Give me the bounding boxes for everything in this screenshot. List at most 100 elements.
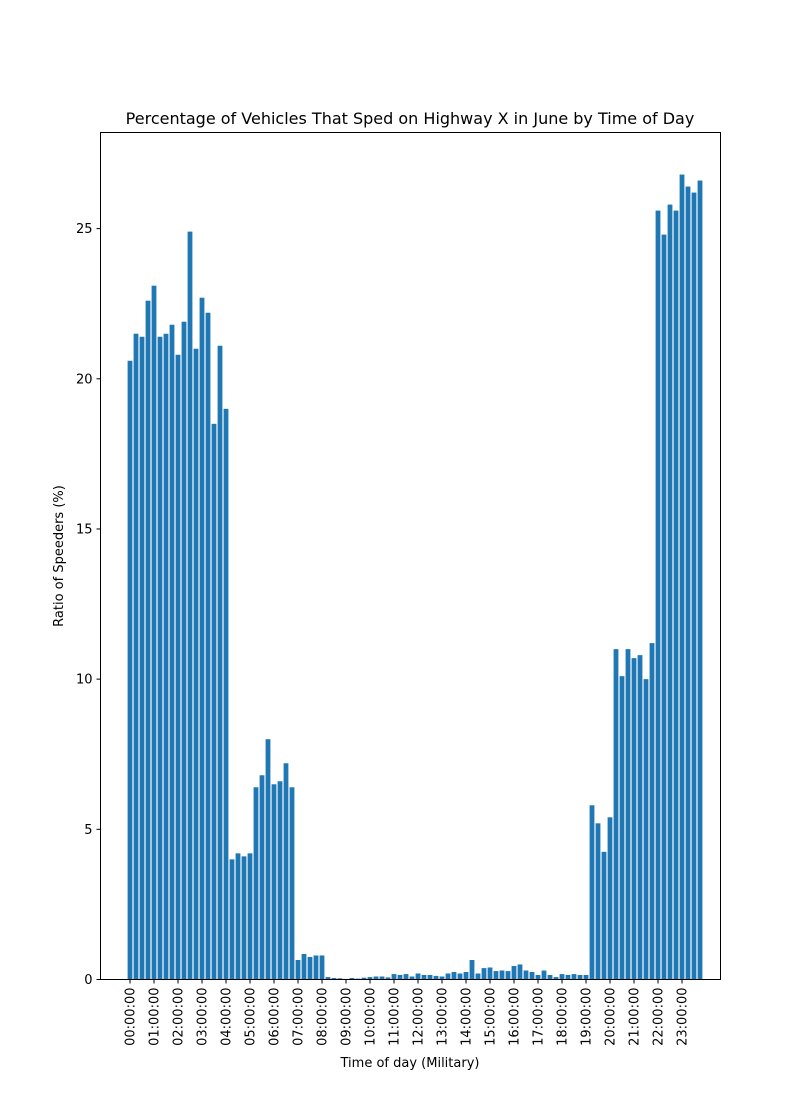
x-tick-label: 15:00:00 [484,988,499,1046]
bar [217,345,223,980]
bar [607,817,613,980]
bar [493,971,499,980]
y-tick-label: 20 [76,372,93,387]
bar [679,174,685,980]
bar [601,851,607,980]
bar [505,971,511,980]
bar [181,321,187,980]
bar [529,971,535,980]
bar [511,965,517,980]
bar [289,787,295,980]
bar [361,977,367,980]
bar [133,333,139,980]
bar [631,658,637,980]
bar [559,974,565,980]
bar [613,649,619,980]
bar [253,787,259,980]
bar [367,977,373,980]
bar [427,974,433,980]
bar [619,676,625,980]
x-tick-label: 08:00:00 [316,988,331,1046]
bar [553,977,559,980]
bar [265,739,271,980]
bar [235,853,241,980]
x-tick-label: 05:00:00 [244,988,259,1046]
x-tick-label: 13:00:00 [436,988,451,1046]
plot-frame [100,132,721,980]
bar [577,974,583,980]
x-tick-label: 10:00:00 [364,988,379,1046]
x-tick-label: 06:00:00 [268,988,283,1046]
bar [499,970,505,980]
bar [439,976,445,980]
bar [187,231,193,980]
bar [283,763,289,980]
y-tick-label: 15 [76,522,93,537]
bar [481,968,487,980]
bar [241,856,247,980]
bar [583,974,589,980]
bar [403,974,409,980]
bar [433,975,439,980]
bar [331,978,337,980]
x-tick-label: 04:00:00 [220,988,235,1046]
bar [259,775,265,980]
bar [463,971,469,980]
bar [409,976,415,980]
bar [319,955,325,980]
x-tick-label: 12:00:00 [412,988,427,1046]
bar [271,784,277,980]
bar [535,974,541,980]
bar [169,324,175,980]
bar [625,649,631,980]
x-tick-label: 18:00:00 [556,988,571,1046]
bar [685,186,691,980]
bar [247,853,253,980]
bar [325,977,331,980]
bar [691,192,697,980]
x-tick-label: 19:00:00 [580,988,595,1046]
bar [397,974,403,980]
bar [313,955,319,980]
bar [589,805,595,980]
x-tick-label: 20:00:00 [604,988,619,1046]
bar [175,354,181,980]
y-axis-ticks: 0 5 10 15 20 25 [76,222,101,988]
x-tick-label: 11:00:00 [388,988,403,1046]
y-axis-label: Ratio of Speeders (%) [52,485,67,627]
bar [127,360,133,980]
bar [373,976,379,980]
bar [307,956,313,980]
bar [469,959,475,980]
y-tick-label: 10 [76,673,93,688]
bar [391,974,397,980]
bar [673,210,679,980]
bar [547,974,553,980]
bar [595,823,601,980]
x-tick-label: 17:00:00 [532,988,547,1046]
bar [229,859,235,980]
bar [697,180,703,980]
x-tick-label: 23:00:00 [676,988,691,1046]
bar [163,333,169,980]
bar [151,285,157,980]
bar [445,973,451,980]
bar [337,978,343,980]
bar [349,978,355,980]
bar [385,977,391,980]
bar [649,643,655,980]
chart-title: Percentage of Vehicles That Sped on High… [126,109,695,128]
x-tick-label: 03:00:00 [196,988,211,1046]
bar [637,655,643,980]
bar [199,297,205,980]
bar [193,348,199,980]
bar [277,781,283,980]
bar [379,976,385,980]
x-tick-label: 16:00:00 [508,988,523,1046]
x-tick-label: 01:00:00 [148,988,163,1046]
x-tick-label: 09:00:00 [340,988,355,1046]
bar [223,408,229,980]
bar [661,234,667,980]
